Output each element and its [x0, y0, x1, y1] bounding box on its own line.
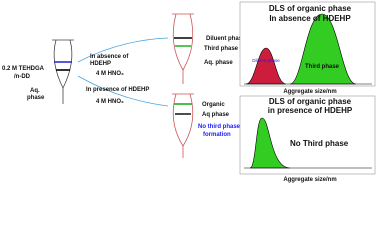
label: In presence of HDEHP	[86, 87, 149, 93]
label: 4 M HNO₃	[96, 71, 124, 77]
funnel-body	[172, 13, 194, 71]
left-funnel	[52, 39, 74, 104]
route-line	[77, 37, 169, 63]
route-line	[77, 75, 169, 107]
label: Third phase	[204, 46, 239, 52]
bottom-funnel	[172, 93, 194, 158]
label: In absence of	[90, 54, 129, 60]
label: /n-DD	[14, 74, 31, 80]
label: Aq phase	[202, 112, 230, 118]
peak	[289, 13, 357, 85]
plot-title: DLS of organic phase	[269, 4, 352, 13]
peak-label: Diluent phase	[252, 58, 280, 63]
diagram: 0.2 M TEHDGA /n-DD Aq. phase In absence …	[2, 1, 376, 183]
label: Aq. phase	[204, 60, 233, 66]
funnel-body	[52, 39, 74, 89]
note: No Third phase	[290, 139, 349, 148]
plot-title: DLS of organic phase	[269, 97, 352, 106]
label: Organic	[202, 102, 225, 108]
peak-label: Third phase	[305, 64, 340, 70]
label: Diluent phase	[206, 36, 246, 42]
plot-title: in presence of HDEHP	[268, 106, 353, 115]
label: phase	[27, 95, 45, 101]
axis-label: Aggregate size/nm	[283, 89, 336, 95]
plot-title: In absence of HDEHP	[269, 14, 351, 23]
label: 4 M HNO₃	[96, 99, 124, 105]
funnel-body	[172, 93, 194, 147]
label: Aq.	[30, 88, 40, 94]
page: { "left": {"solvent_line1": "0.2 M TEHDG…	[2, 1, 376, 183]
top-funnel	[172, 13, 194, 84]
note: formation	[203, 132, 231, 138]
axis-label: Aggregate size/nm	[283, 177, 336, 183]
note: No third phase	[198, 124, 241, 130]
peak	[245, 47, 287, 85]
label: 0.2 M TEHDGA	[2, 66, 45, 72]
label: HDEHP	[90, 61, 111, 67]
peak	[249, 117, 291, 169]
